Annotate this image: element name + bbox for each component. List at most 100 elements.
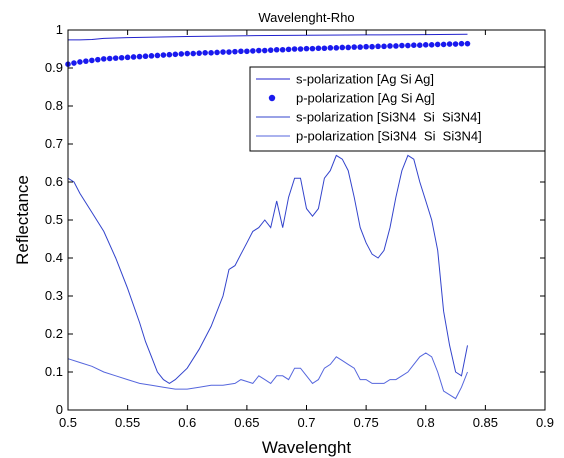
data-point [261,47,268,54]
data-point [363,43,369,50]
y-tick-label: 0 [56,402,63,417]
x-tick-label: 0.65 [234,415,259,430]
x-tick-label: 0.9 [536,415,554,430]
y-tick-label: 0.2 [45,326,63,341]
y-tick-label: 0.4 [45,250,63,265]
data-point [303,45,310,52]
data-point [297,46,304,52]
legend-label: p-polarization [Si3N4 Si Si3N4] [296,129,482,144]
data-point [267,47,274,53]
y-tick-label: 1 [56,22,63,37]
legend-label: p-polarization [Ag Si Ag] [296,91,435,106]
data-point [202,50,208,56]
data-point [255,47,262,54]
data-point [232,48,238,55]
series-2 [65,40,471,67]
data-point [154,52,161,59]
data-point [71,60,77,66]
data-point [375,43,381,50]
data-point [291,46,298,52]
data-point [106,55,113,62]
data-point [196,50,202,56]
data-point [434,41,441,48]
data-point [244,48,250,55]
data-point [89,57,95,64]
data-point [405,42,411,49]
data-point [369,43,375,50]
data-point [136,53,143,60]
series-line [67,154,468,384]
x-tick-label: 0.55 [115,415,140,430]
data-point [315,45,322,52]
legend-label: s-polarization [Ag Si Ag] [296,72,434,87]
data-point [124,54,131,61]
y-tick-label: 0.5 [45,212,63,227]
data-point [327,45,334,51]
data-point [333,45,340,51]
series-line [67,352,468,400]
data-point [351,44,358,50]
data-point [250,48,256,54]
data-point [214,49,220,56]
x-tick-label: 0.75 [353,415,378,430]
data-point [387,43,393,49]
data-point [309,45,316,52]
data-point [273,46,280,53]
data-point [112,55,119,61]
series-1 [68,33,468,41]
chart-title: Wavelenght-Rho [258,10,354,25]
x-tick-label: 0.5 [59,415,77,430]
y-tick-label: 0.9 [45,60,63,75]
data-point [77,59,83,65]
data-point [411,42,417,48]
data-point [208,50,214,56]
data-point [166,51,173,58]
legend-label: s-polarization [Si3N4 Si Si3N4] [296,110,481,125]
data-point [83,58,89,64]
data-point [148,53,155,59]
x-axis-label: Wavelenght [262,438,351,457]
data-point [428,42,435,48]
data-point [321,45,328,52]
data-point [184,50,191,57]
data-point [345,44,352,51]
data-point [440,41,447,48]
y-tick-label: 0.1 [45,364,63,379]
x-axis: 0.5 0.55 0.6 0.65 0.7 0.75 0.8 0.85 0.9 [59,30,554,430]
data-point [142,53,149,60]
series-line [68,33,468,41]
x-tick-label: 0.8 [417,415,435,430]
data-point [357,44,363,50]
x-tick-label: 0.7 [297,415,315,430]
data-point [285,46,292,53]
data-point [220,49,226,55]
data-point [226,49,232,55]
data-point [339,44,346,51]
x-tick-label: 0.85 [473,415,498,430]
legend-marker [268,94,276,102]
data-point [238,48,244,55]
series-3 [67,154,468,384]
data-point [446,41,453,47]
data-point [172,51,179,58]
data-point [95,56,101,63]
data-point [130,54,137,60]
legend-box [249,66,546,152]
data-point [416,42,423,48]
data-point [422,42,429,48]
legend: s-polarization [Ag Si Ag] p-polarization … [249,66,546,152]
y-tick-label: 0.6 [45,174,63,189]
data-point [279,46,286,53]
x-tick-label: 0.6 [178,415,196,430]
series-layer [65,33,471,400]
data-point [381,43,387,50]
series-4 [67,352,468,400]
y-axis-label: Reflectance [13,175,32,265]
y-tick-label: 0.8 [45,98,63,113]
data-point [452,41,459,47]
data-point [393,43,399,49]
data-point [464,40,471,47]
data-point [458,40,465,47]
y-tick-label: 0.3 [45,288,63,303]
data-point [160,52,167,58]
